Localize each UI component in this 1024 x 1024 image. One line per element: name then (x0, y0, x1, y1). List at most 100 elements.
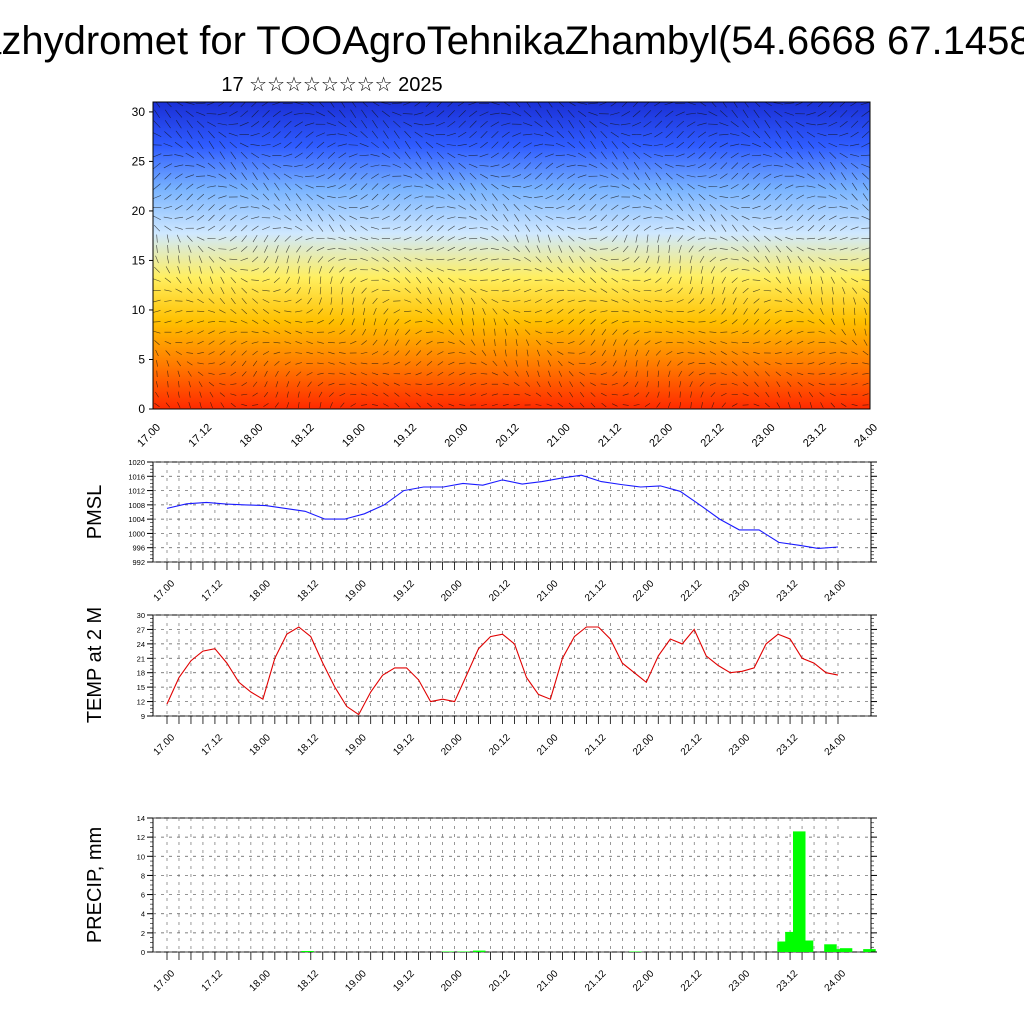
wind-barb (480, 120, 488, 128)
wind-barb (230, 277, 237, 284)
wind-barb (567, 299, 575, 303)
wind-barb (568, 255, 574, 263)
wind-barb (796, 340, 804, 345)
wind-barb (753, 392, 760, 397)
wind-barb (666, 351, 673, 355)
wind-barb (283, 173, 292, 179)
wind-barb (251, 279, 259, 281)
wind-barb (687, 236, 695, 241)
wind-barb (687, 225, 695, 231)
wind-barb (339, 372, 346, 375)
wind-barb (415, 392, 422, 397)
wind-barb (589, 204, 597, 211)
wind-barb (208, 130, 215, 139)
wind-barb (340, 318, 345, 325)
wind-barb (294, 225, 303, 231)
wind-barb (850, 217, 859, 219)
wind-barb (547, 102, 553, 108)
wind-barb (568, 102, 576, 107)
wind-barb (284, 183, 291, 191)
wind-barb (679, 401, 682, 409)
wind-barb (589, 214, 597, 221)
wind-barb (186, 193, 193, 201)
wind-barb (763, 216, 772, 219)
wind-barb (174, 204, 183, 210)
wind-barb (621, 184, 630, 189)
wind-barb (556, 299, 564, 303)
wind-barb (501, 175, 511, 177)
wind-barb (329, 266, 334, 274)
wind-barb (578, 351, 586, 355)
wind-barb (665, 320, 673, 324)
wind-barb (556, 216, 565, 219)
wind-barb (327, 248, 336, 250)
wind-barb (229, 205, 238, 210)
wind-barb (732, 308, 737, 315)
wind-barb (643, 194, 652, 200)
wind-barb (317, 341, 324, 344)
wind-barb (578, 236, 587, 241)
wind-barb (567, 193, 575, 201)
wind-barb (361, 382, 368, 386)
wind-barb (329, 402, 333, 408)
profile-x-tick-label: 23.12 (801, 422, 829, 450)
wind-barb (371, 109, 379, 118)
wind-barb (590, 130, 596, 139)
wind-barb (404, 214, 411, 221)
precip-bar (473, 950, 486, 952)
wind-barb (327, 195, 336, 199)
wind-barb (797, 381, 803, 387)
wind-barb (262, 226, 270, 231)
wind-barb (341, 286, 344, 295)
wind-barb (502, 246, 510, 252)
wind-barb (589, 288, 597, 293)
wind-barb (447, 225, 455, 231)
wind-barb (600, 383, 608, 385)
wind-barb (359, 154, 369, 157)
wind-barb (382, 247, 390, 251)
wind-barb (709, 331, 717, 333)
wind-barb (611, 204, 619, 211)
wind-barb (743, 297, 748, 305)
wind-barb (775, 130, 782, 139)
wind-barb (264, 381, 268, 388)
wind-barb (275, 245, 279, 253)
wind-barb (414, 173, 423, 179)
wind-barb (371, 173, 379, 179)
wind-barb (557, 266, 564, 273)
wind-barb (371, 193, 379, 201)
wind-barb (415, 340, 422, 346)
wind-barb (295, 310, 303, 313)
wind-barb (174, 173, 183, 179)
wind-barb (383, 308, 389, 315)
wind-barb (175, 102, 184, 107)
wind-barb (818, 373, 826, 375)
wind-barb (448, 329, 455, 335)
wind-barb (665, 341, 673, 344)
wind-barb (690, 265, 692, 274)
wind-barb (330, 297, 333, 305)
wind-barb (809, 266, 813, 274)
wind-barb (274, 360, 280, 366)
wind-barb (250, 206, 260, 209)
wind-barb (337, 133, 348, 136)
wind-barb (633, 172, 640, 181)
wind-barb (252, 308, 258, 315)
wind-barb (297, 391, 300, 398)
wind-barb (763, 109, 771, 118)
wind-barb (503, 371, 509, 377)
wind-barb (546, 109, 553, 119)
wind-barb (228, 132, 238, 137)
wind-barb (537, 370, 540, 377)
wind-barb (730, 184, 739, 190)
wind-barb (208, 330, 215, 334)
wind-barb (403, 194, 412, 200)
wind-barb (176, 360, 181, 367)
wind-barb (534, 205, 543, 210)
wind-barb (230, 350, 236, 356)
wind-barb (526, 234, 529, 243)
wind-barb (208, 298, 215, 304)
wind-barb (318, 102, 325, 108)
wind-barb (535, 214, 542, 221)
